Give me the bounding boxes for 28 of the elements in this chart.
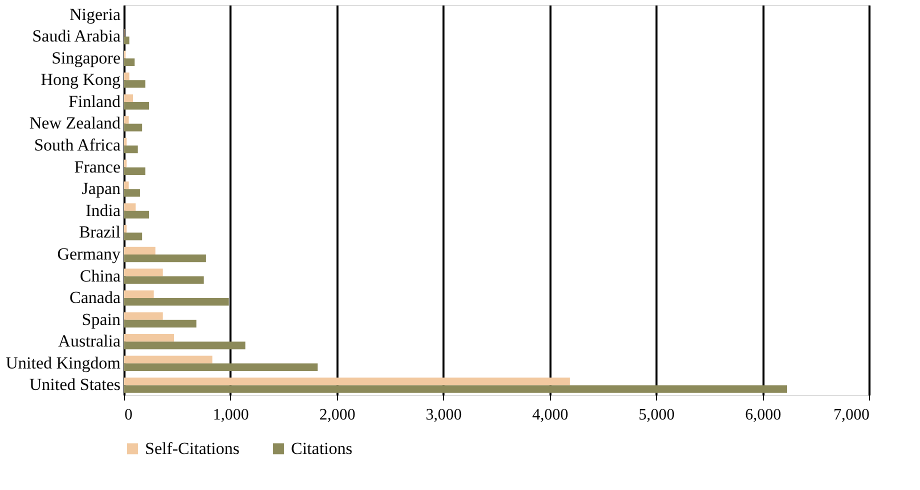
y-tick-label: Canada [70,288,121,308]
y-tick-label: Nigeria [70,4,121,24]
x-tick-label: 2,000 [319,406,356,424]
x-tick-label: 5,000 [638,406,675,424]
x-tick-label: 3,000 [426,406,462,424]
x-tick-label: 7,000 [834,406,870,424]
y-tick-label: Japan [82,179,121,198]
y-tick-label: France [74,157,120,176]
y-tick-label: Spain [82,310,121,329]
y-tick-label: Australia [58,332,121,351]
y-tick-label: New Zealand [29,114,121,133]
y-tick-label: India [86,200,121,220]
y-tick-label: South Africa [34,136,121,155]
y-tick-label: Saudi Arabia [32,26,121,46]
y-tick-label: United States [29,375,120,394]
x-tick-label: 6,000 [745,406,782,424]
y-tick-label: Singapore [52,48,120,68]
y-tick-label: Finland [68,92,121,111]
y-tick-label: United Kingdom [6,353,120,372]
x-tick-label: 4,000 [532,406,568,424]
y-tick-label: Brazil [78,222,121,242]
legend-label: Citations [291,438,352,458]
y-tick-label: Hong Kong [40,70,121,90]
x-tick-label: 0 [124,406,132,424]
x-tick-label: 1,000 [212,406,249,424]
y-tick-label: China [80,266,121,286]
y-tick-label: Germany [57,244,121,264]
legend-label: Self-Citations [145,438,240,458]
